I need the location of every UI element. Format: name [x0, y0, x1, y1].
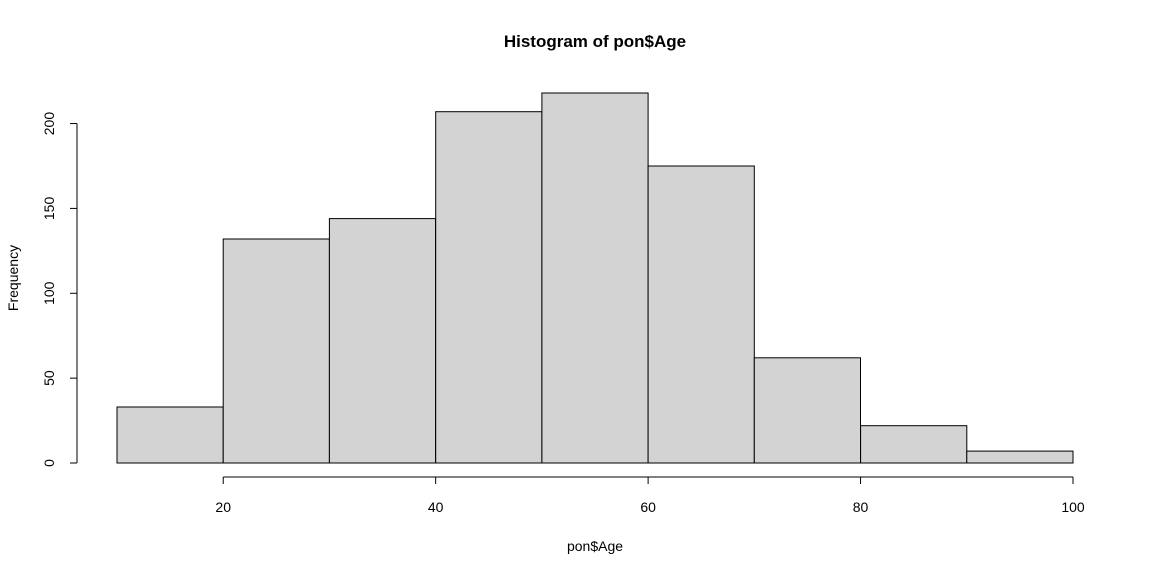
histogram-bar-80-90 — [860, 425, 968, 464]
chart-title: Histogram of pon$Age — [504, 32, 686, 51]
histogram-bar-60-70 — [647, 165, 755, 464]
x-tick-label: 100 — [1061, 499, 1085, 515]
x-axis-label: pon$Age — [567, 538, 623, 554]
histogram-bar-90-100 — [966, 450, 1074, 464]
y-axis: 0 50 100 150 200 — [41, 112, 78, 467]
y-axis-label: Frequency — [5, 245, 21, 311]
histogram-bar-30-40 — [328, 218, 437, 464]
bars-group — [116, 92, 1074, 464]
histogram-bar-40-50 — [435, 111, 543, 464]
y-tick-label: 100 — [41, 281, 57, 305]
histogram-bar-50-60 — [541, 92, 649, 464]
histogram-bar-20-30 — [222, 238, 330, 464]
x-axis: 20 40 60 80 100 — [215, 476, 1085, 515]
y-tick-label: 0 — [41, 459, 57, 467]
x-tick-label: 80 — [853, 499, 869, 515]
y-tick-label: 200 — [41, 112, 57, 136]
histogram-bar-10-20 — [116, 406, 224, 464]
x-tick-label: 60 — [640, 499, 656, 515]
x-tick-label: 20 — [215, 499, 231, 515]
y-tick-label: 150 — [41, 197, 57, 221]
y-tick-label: 50 — [41, 370, 57, 386]
histogram-bar-70-80 — [753, 357, 861, 464]
x-tick-label: 40 — [428, 499, 444, 515]
